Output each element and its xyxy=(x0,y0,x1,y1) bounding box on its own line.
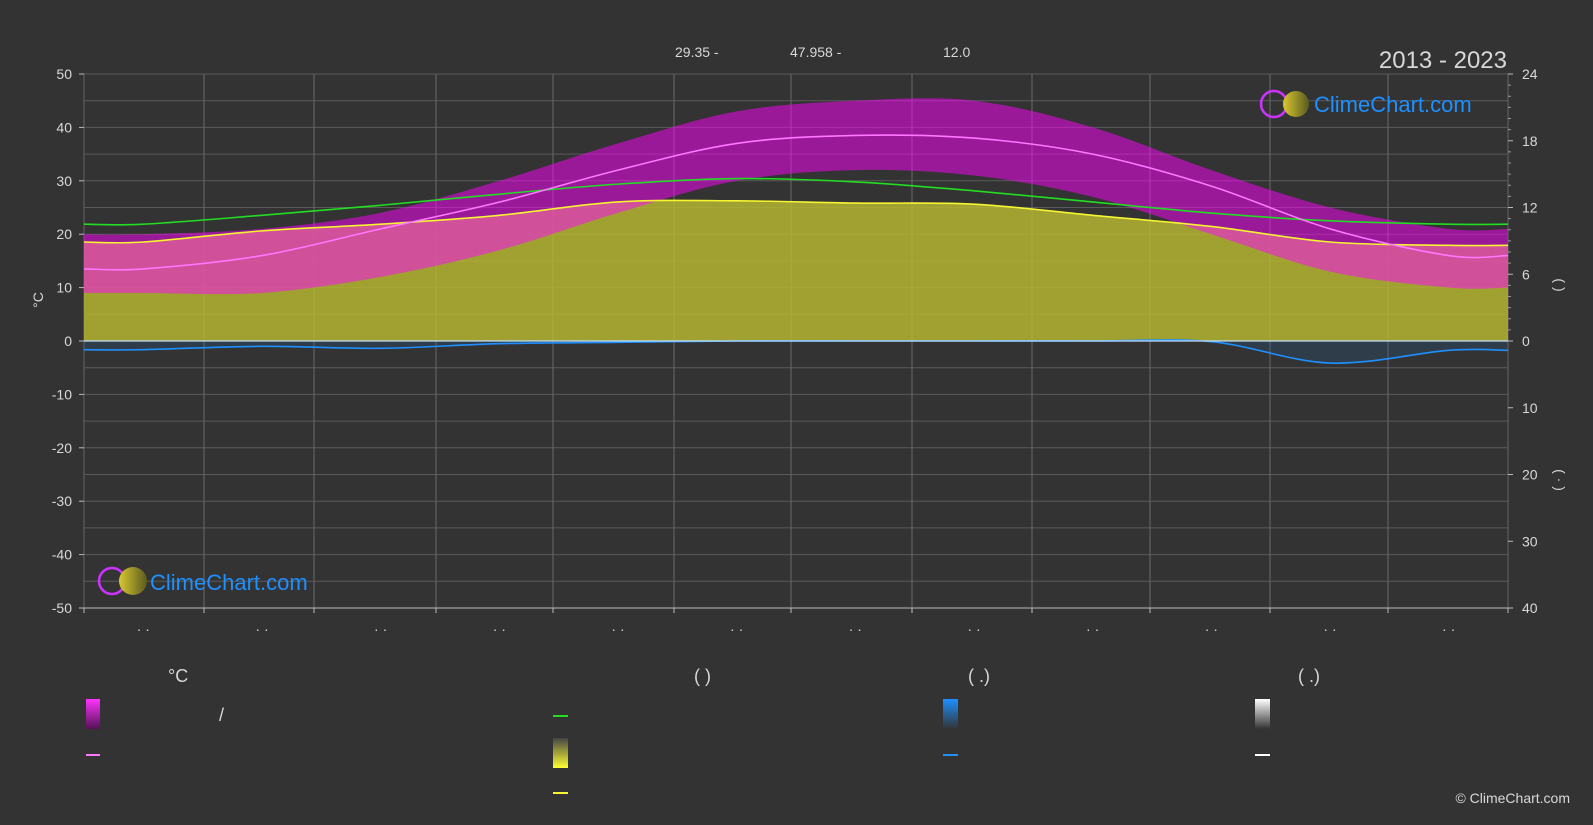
x-axis-month-label: · · xyxy=(849,621,862,637)
legend: °C / ( ) ( .) ( .) xyxy=(86,666,1320,794)
period-label: 2013 - 2023 xyxy=(1379,47,1507,74)
right-axis-mm-label: 20 xyxy=(1522,467,1538,483)
legend-temperature-swatch xyxy=(86,699,100,729)
x-axis-month-label: · · xyxy=(611,621,624,637)
logo-globe-icon xyxy=(1283,91,1309,117)
right-axis-hours-label: 12 xyxy=(1522,200,1538,216)
brand-logo-top: ClimeChart.com xyxy=(1259,89,1472,119)
left-axis-tick-label: 10 xyxy=(56,280,72,296)
legend-snow-swatch xyxy=(1255,699,1270,729)
x-axis-month-label: · · xyxy=(1323,621,1336,637)
left-axis-tick-label: -30 xyxy=(52,493,72,509)
logo-globe-icon xyxy=(119,567,147,595)
right-axis-hours-label: 6 xyxy=(1522,266,1530,282)
left-axis-tick-label: -20 xyxy=(52,440,72,456)
axes: 50 40 30 20 10 0 -10 -20 -30 -40 -50 24 18 12 6 0 10 20 30… xyxy=(52,66,1538,637)
legend-rain-swatch xyxy=(943,699,958,729)
right-axis-hours-label: 0 xyxy=(1522,333,1530,349)
data-lines xyxy=(84,134,1508,364)
daylight-line xyxy=(84,177,1508,226)
sunshine-line xyxy=(84,199,1508,247)
right-axis-mm-label: 10 xyxy=(1522,400,1538,416)
right-axis-hours-label: 24 xyxy=(1522,66,1538,82)
left-axis-tick-label: -40 xyxy=(52,547,72,563)
left-axis-tick-label: 20 xyxy=(56,226,72,242)
header-stat-2: 47.958 - xyxy=(790,44,842,60)
legend-col4-title: ( .) xyxy=(1298,666,1320,686)
legend-col3-title: ( .) xyxy=(968,666,990,686)
right-axis-mm-label: 30 xyxy=(1522,533,1538,549)
legend-col1-title: °C xyxy=(168,666,188,686)
right-axis-top-label: ( ) xyxy=(1552,278,1568,291)
copyright: © ClimeChart.com xyxy=(1455,790,1570,806)
left-axis-tick-label: 40 xyxy=(56,119,72,135)
brand-logo-bottom: ClimeChart.com xyxy=(97,566,308,596)
left-axis-tick-label: 30 xyxy=(56,173,72,189)
x-axis-month-label: · · xyxy=(967,621,980,637)
header-stat-1: 29.35 - xyxy=(675,44,719,60)
x-axis-month-label: · · xyxy=(730,621,743,637)
right-axis-hours-label: 18 xyxy=(1522,133,1538,149)
legend-sunshine-swatch xyxy=(553,738,568,768)
x-axis-month-label: · · xyxy=(255,621,268,637)
x-axis-month-label: · · xyxy=(1086,621,1099,637)
legend-col1-mark: / xyxy=(219,705,224,725)
x-axis-month-label: · · xyxy=(1205,621,1218,637)
legend-col2-title: ( ) xyxy=(694,666,711,686)
brand-name-bottom: ClimeChart.com xyxy=(150,570,308,595)
left-axis-tick-label: 0 xyxy=(64,333,72,349)
x-axis-month-label: · · xyxy=(1442,621,1455,637)
right-axis-mm-label: 40 xyxy=(1522,600,1538,616)
precipitation-area xyxy=(84,339,1508,364)
left-axis-label: °C xyxy=(30,292,46,308)
temperature-range-band xyxy=(84,98,1508,295)
header-stat-3: 12.0 xyxy=(943,44,970,60)
left-axis-tick-label: -50 xyxy=(52,600,72,616)
left-axis-tick-label: -10 xyxy=(52,386,72,402)
x-axis-month-label: · · xyxy=(493,621,506,637)
brand-name-top: ClimeChart.com xyxy=(1314,92,1472,117)
x-axis-month-label: · · xyxy=(374,621,387,637)
right-axis-bottom-label: ( · ) xyxy=(1552,469,1568,491)
mean-temperature-line xyxy=(84,134,1508,271)
x-axis-month-label: · · xyxy=(137,621,150,637)
left-axis-tick-label: 50 xyxy=(56,66,72,82)
